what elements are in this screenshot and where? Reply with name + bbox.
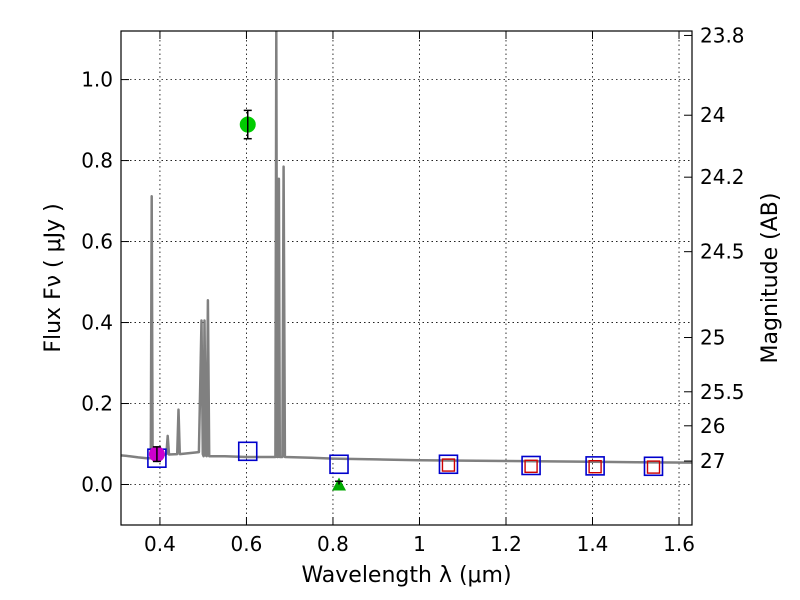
model-photometry-point <box>585 456 605 476</box>
model-spectrum-line <box>121 31 692 464</box>
mag-tick-label: 24 <box>700 103 725 127</box>
mag-tick-label: 24.2 <box>700 165 745 189</box>
plot-clip-group <box>121 31 692 491</box>
x-tick-label: 1.6 <box>663 532 695 556</box>
x-tick-label: 1.4 <box>577 532 609 556</box>
mag-tick-label: 25 <box>700 326 725 350</box>
observed-photometry-point <box>588 459 602 474</box>
plot-frame <box>120 30 693 526</box>
mag-tick-label: 26 <box>700 414 725 438</box>
model-photometry-point <box>329 454 349 475</box>
model-photometry-point <box>438 454 459 475</box>
x-tick-label: 0.8 <box>317 532 349 556</box>
x-tick-label: 0.6 <box>231 532 263 556</box>
x-tick-label: 1.2 <box>490 532 522 556</box>
mag-tick-label: 23.8 <box>700 23 745 47</box>
y-tick-label: 0.8 <box>81 149 113 173</box>
y-tick-label: 0.2 <box>81 392 113 416</box>
observed-photometry-point <box>524 459 538 473</box>
observed-photometry-point <box>646 460 661 474</box>
model-photometry-point <box>643 456 664 477</box>
mag-tick-label: 27 <box>700 449 725 473</box>
model-photometry-point <box>237 441 258 462</box>
x-axis-label: Wavelength λ (μm) <box>301 563 511 588</box>
y-axis-label: Flux Fν ( μJy ) <box>41 203 66 352</box>
model-photometry-point <box>521 455 541 476</box>
x-tick-label: 1 <box>413 532 426 556</box>
y-tick-label: 0.4 <box>81 311 113 335</box>
grid <box>121 31 692 525</box>
mag-tick-label: 24.5 <box>700 240 745 264</box>
axes: 0.4 0.6 0.8 1 1.2 1.4 1.6 0.0 0.2 0.4 0.6 0.8 1.0 23.… <box>81 23 744 556</box>
x-tick-label: 0.4 <box>144 532 176 556</box>
mag-tick-label: 25.5 <box>700 380 745 404</box>
y-tick-label: 0.6 <box>81 230 113 254</box>
y-tick-label: 0.0 <box>81 473 113 497</box>
observed-photometry-point <box>441 458 456 472</box>
right-axis-label: Magnitude (AB) <box>758 193 783 364</box>
plot-area <box>121 31 692 491</box>
y-tick-label: 1.0 <box>81 68 113 92</box>
